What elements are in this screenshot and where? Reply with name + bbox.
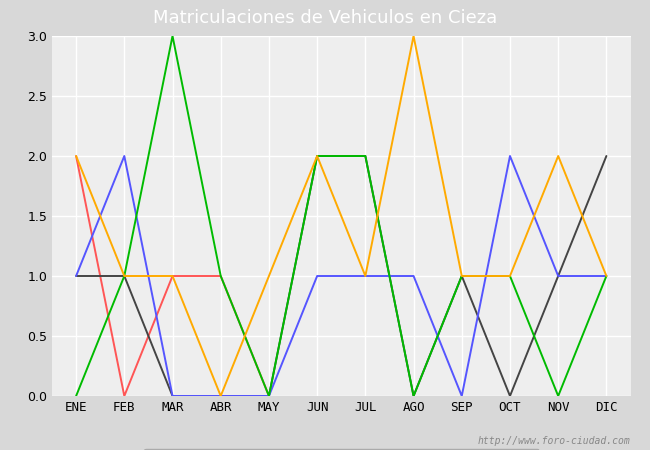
- Line: 2022: 2022: [76, 156, 606, 396]
- 2024: [168, 273, 176, 279]
- 2022: [458, 393, 465, 399]
- 2020: [72, 153, 80, 159]
- Line: 2021: 2021: [76, 36, 606, 396]
- Line: 2023: 2023: [76, 156, 606, 396]
- 2023: [265, 393, 273, 399]
- 2023: [458, 273, 465, 279]
- 2020: [168, 273, 176, 279]
- 2021: [458, 273, 465, 279]
- 2021: [410, 393, 417, 399]
- 2021: [603, 273, 610, 279]
- 2023: [410, 393, 417, 399]
- Text: http://www.foro-ciudad.com: http://www.foro-ciudad.com: [478, 436, 630, 446]
- 2023: [168, 393, 176, 399]
- 2022: [168, 393, 176, 399]
- 2024: [72, 153, 80, 159]
- Line: 2024: 2024: [76, 156, 269, 396]
- 2022: [361, 273, 369, 279]
- 2020: [410, 33, 417, 39]
- 2021: [313, 153, 321, 159]
- Legend: 2024, 2023, 2022, 2021, 2020: 2024, 2023, 2022, 2021, 2020: [144, 449, 539, 450]
- 2022: [506, 153, 514, 159]
- 2021: [506, 273, 514, 279]
- 2020: [603, 273, 610, 279]
- 2023: [603, 153, 610, 159]
- 2022: [72, 273, 80, 279]
- 2021: [361, 153, 369, 159]
- 2021: [168, 33, 176, 39]
- 2020: [265, 273, 273, 279]
- 2020: [506, 273, 514, 279]
- 2022: [313, 273, 321, 279]
- 2020: [361, 273, 369, 279]
- 2022: [120, 153, 128, 159]
- 2020: [120, 273, 128, 279]
- 2020: [217, 393, 225, 399]
- 2023: [506, 393, 514, 399]
- 2023: [554, 273, 562, 279]
- 2021: [217, 273, 225, 279]
- 2020: [554, 153, 562, 159]
- 2020: [458, 273, 465, 279]
- 2024: [265, 393, 273, 399]
- 2023: [313, 153, 321, 159]
- 2021: [265, 393, 273, 399]
- 2022: [603, 273, 610, 279]
- 2024: [217, 273, 225, 279]
- 2022: [265, 393, 273, 399]
- 2022: [554, 273, 562, 279]
- Text: Matriculaciones de Vehiculos en Cieza: Matriculaciones de Vehiculos en Cieza: [153, 9, 497, 27]
- 2023: [72, 273, 80, 279]
- 2023: [217, 393, 225, 399]
- 2021: [554, 393, 562, 399]
- 2021: [120, 273, 128, 279]
- Line: 2020: 2020: [76, 36, 606, 396]
- 2024: [120, 393, 128, 399]
- 2023: [361, 153, 369, 159]
- 2022: [217, 393, 225, 399]
- 2020: [313, 153, 321, 159]
- 2021: [72, 393, 80, 399]
- 2023: [120, 273, 128, 279]
- 2022: [410, 273, 417, 279]
